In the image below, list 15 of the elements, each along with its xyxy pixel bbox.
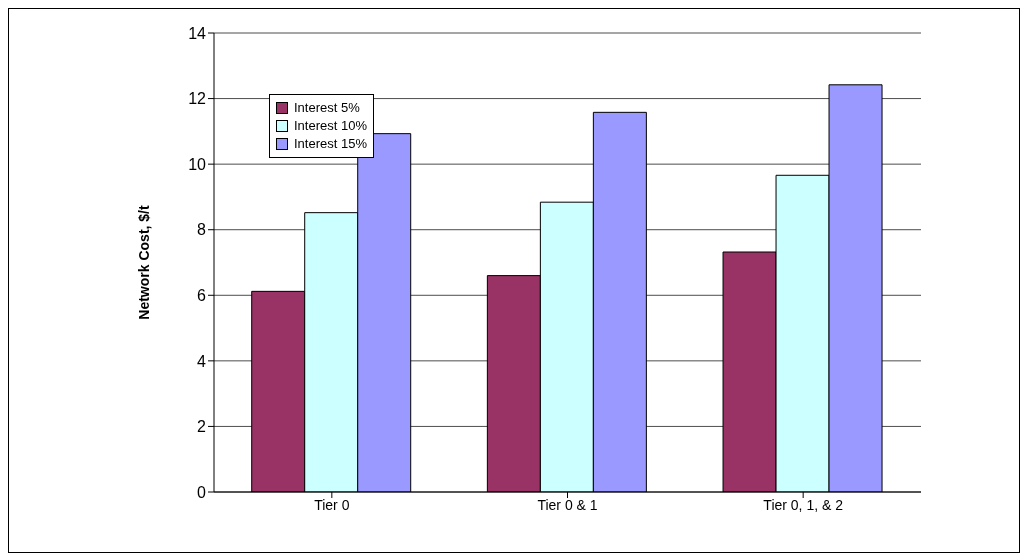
x-tick-label: Tier 0, 1, & 2: [763, 496, 844, 513]
y-tick-label: 8: [197, 221, 207, 239]
y-tick-label: 10: [188, 155, 207, 173]
y-tick-label: 0: [197, 483, 207, 501]
y-tick-label: 2: [197, 418, 207, 436]
y-tick-label: 6: [197, 286, 207, 304]
x-tick-label: Tier 0 & 1: [537, 496, 598, 513]
y-axis-title: Network Cost, $/t: [135, 204, 152, 320]
legend-label: Interest 10%: [294, 117, 367, 135]
y-tick-label: 14: [188, 24, 207, 42]
y-tick-label: 12: [188, 90, 207, 108]
legend-label: Interest 5%: [294, 99, 360, 117]
legend-label: Interest 15%: [294, 135, 367, 153]
y-tick-label: 4: [197, 352, 207, 370]
x-tick-label: Tier 0: [314, 496, 350, 513]
